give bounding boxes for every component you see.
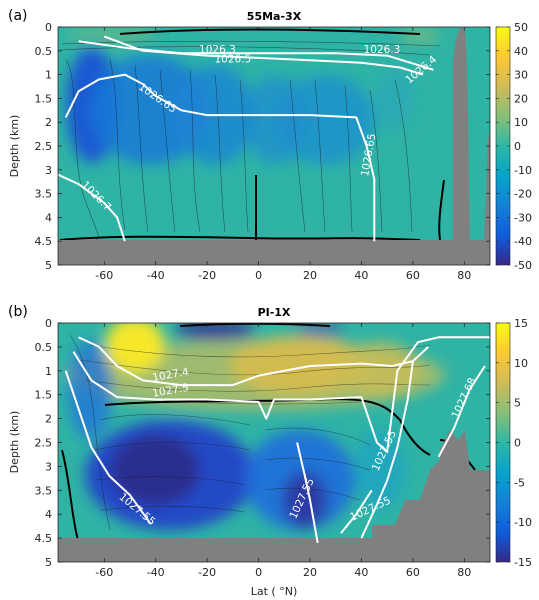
x-tick-label: 80: [457, 269, 471, 282]
colorbar-tick-label: -50: [514, 259, 532, 272]
x-tick-label: 80: [457, 566, 471, 579]
y-tick-label: 3: [45, 164, 52, 177]
x-tick-label: -40: [147, 269, 165, 282]
panel-a-axes: -60 -40 -20 0 20 40 60 80 0 0.5 1 1.5 2 2.5 3 3.5 4 4.5 5: [35, 21, 490, 282]
colorbar-tick-label: 30: [514, 69, 528, 82]
density-contour: [340, 489, 373, 534]
panel-a-field: 1026.31026.51026.31026.41026.651026.6510…: [58, 27, 490, 265]
colorbar-tick-label: 20: [514, 92, 528, 105]
density-contour: [78, 336, 429, 387]
colorbar-tick-label: -5: [514, 476, 525, 489]
x-tick-label: 20: [303, 269, 317, 282]
x-tick-label: -40: [147, 566, 165, 579]
y-tick-label: 2: [45, 116, 52, 129]
y-tick-label: 3: [45, 460, 52, 473]
x-tick-label: -20: [198, 269, 216, 282]
colorbar-tick-label: -40: [514, 235, 532, 248]
density-contour: [360, 361, 414, 539]
panel-a-colorbar-ticks: 50 40 30 20 10 0 -10 -20 -30 -40 -50: [496, 21, 532, 272]
panel-b-title: PI-1X: [258, 306, 291, 319]
panel-a: (a) 55Ma-3X: [8, 8, 532, 282]
x-tick-label: 60: [406, 566, 420, 579]
y-tick-label: 0: [45, 21, 52, 34]
panel-a-ylabel: Depth (km): [8, 115, 21, 178]
panel-b-ylabel: Depth (km): [8, 411, 21, 474]
colorbar-tick-label: 0: [514, 140, 521, 153]
colorbar-tick-label: 5: [514, 397, 521, 410]
density-contour: [103, 35, 424, 76]
panel-a-density-contours: [58, 35, 434, 242]
x-tick-label: 40: [354, 566, 368, 579]
contour-label: 1026.5: [214, 54, 251, 66]
y-tick-label: 4: [45, 508, 52, 521]
panel-b-density-contours: [64, 336, 490, 544]
y-tick-label: 1: [45, 365, 52, 378]
density-contour: [64, 73, 376, 242]
x-tick-label: -60: [95, 269, 113, 282]
colorbar-tick-label: -10: [514, 164, 532, 177]
y-tick-label: 1: [45, 69, 52, 82]
panel-b-xlabel: Lat ( °N): [251, 585, 298, 598]
y-tick-label: 3.5: [35, 484, 53, 497]
y-tick-label: 0.5: [35, 341, 53, 354]
x-tick-label: -60: [95, 566, 113, 579]
colorbar-tick-label: 10: [514, 116, 528, 129]
x-tick-label: 60: [406, 269, 420, 282]
y-tick-label: 1.5: [35, 389, 53, 402]
y-tick-label: 4: [45, 211, 52, 224]
colorbar-tick-label: 40: [514, 45, 528, 58]
y-tick-label: 0.5: [35, 45, 53, 58]
colorbar-tick-label: -20: [514, 188, 532, 201]
y-tick-label: 5: [45, 259, 52, 272]
colorbar-tick-label: 0: [514, 437, 521, 450]
colorbar-tick-label: -10: [514, 516, 532, 529]
x-tick-label: -20: [198, 566, 216, 579]
density-contour: [58, 173, 126, 242]
panel-a-label: (a): [8, 8, 28, 24]
contour-label: 1026.3: [199, 44, 236, 56]
panel-b-label: (b): [8, 304, 28, 320]
panel-b-axes: -60 -40 -20 0 20 40 60 80 0 0.5 1 1.5 2 2.5 3 3.5 4 4.5 5: [35, 317, 490, 579]
colorbar-tick-label: -15: [514, 556, 532, 569]
colorbar-tick-label: -30: [514, 211, 532, 224]
y-tick-label: 1.5: [35, 92, 53, 105]
colorbar-tick-label: 10: [514, 357, 528, 370]
density-contour: [437, 365, 486, 458]
panel-b-colorbar-ticks: 15 10 5 0 -5 -10 -15: [496, 317, 532, 569]
x-tick-label: 0: [255, 269, 262, 282]
y-tick-label: 4.5: [35, 532, 53, 545]
y-tick-label: 0: [45, 317, 52, 330]
y-tick-label: 2.5: [35, 437, 53, 450]
colorbar-tick-label: 15: [514, 317, 528, 330]
y-tick-label: 5: [45, 556, 52, 569]
density-contour: [64, 370, 152, 525]
panel-a-title: 55Ma-3X: [247, 10, 302, 23]
density-contour: [296, 442, 319, 544]
x-tick-label: 20: [303, 566, 317, 579]
y-tick-label: 2: [45, 413, 52, 426]
x-tick-label: 0: [255, 566, 262, 579]
x-tick-label: 40: [354, 269, 368, 282]
y-tick-label: 3.5: [35, 188, 53, 201]
density-contour: [72, 336, 490, 454]
contour-label: 1026.3: [364, 44, 401, 56]
y-tick-label: 2.5: [35, 140, 53, 153]
y-tick-label: 4.5: [35, 235, 53, 248]
colorbar-tick-label: 50: [514, 21, 528, 34]
panel-b: (b) PI-1X: [8, 304, 532, 598]
